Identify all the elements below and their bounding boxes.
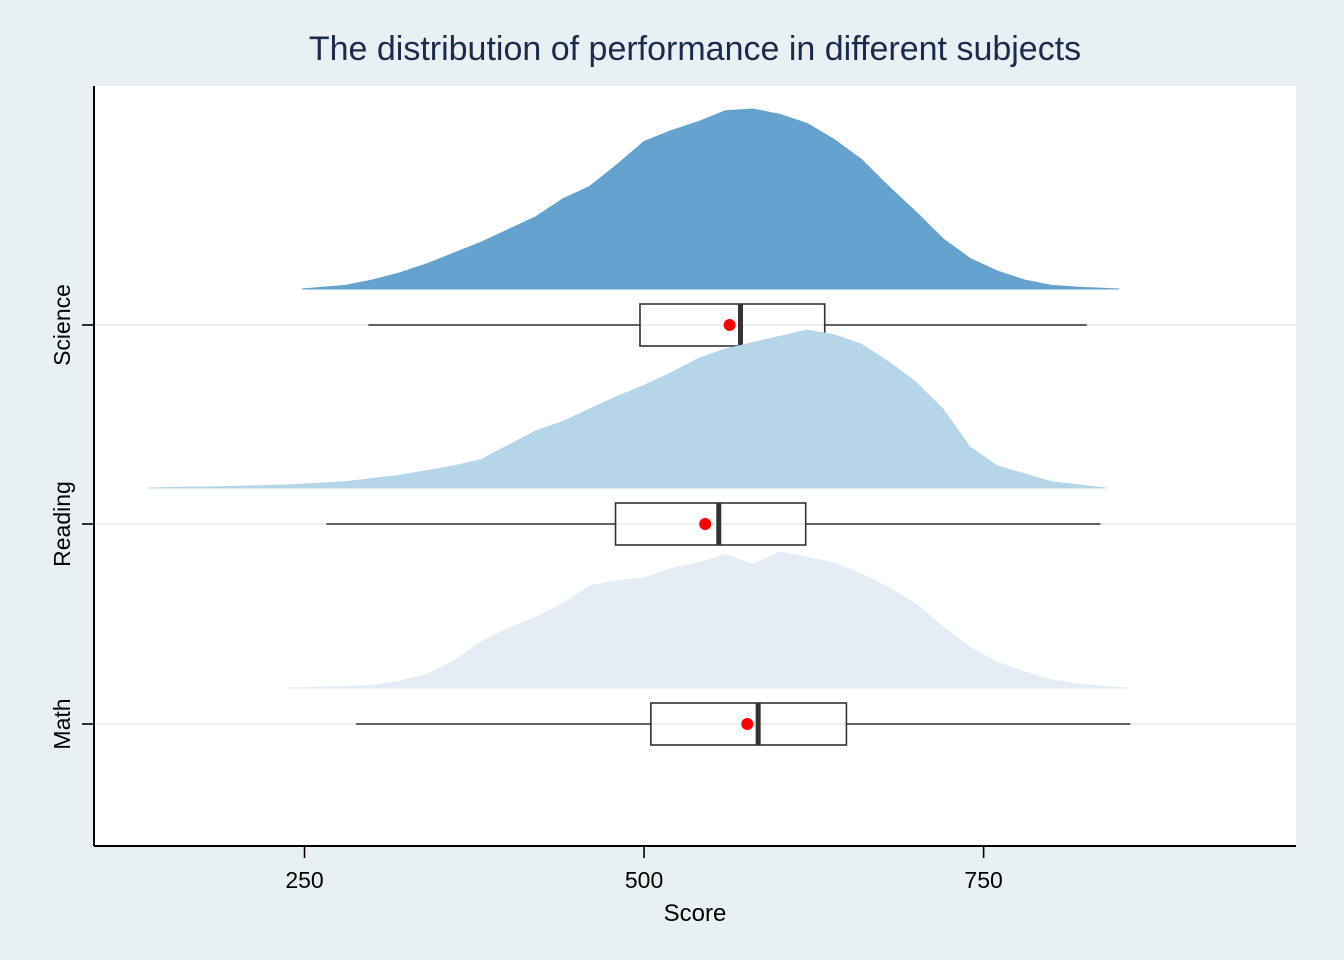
y-tick-label-math: Math [49,698,75,749]
chart-title: The distribution of performance in diffe… [309,30,1081,68]
y-tick-label-reading: Reading [49,481,75,567]
mean-point-reading [699,518,712,530]
axis-ticks: Math Reading Science 250 500 750 [49,284,1003,893]
y-tick-label-science: Science [49,284,75,366]
x-tick-label-750: 750 [964,867,1002,893]
density-reading [148,329,1106,489]
box-math [650,702,848,746]
mean-point-science [723,319,736,331]
box-reading [614,502,807,546]
mean-point-math [741,718,754,730]
series-math [285,551,1131,746]
x-axis-title: Score [664,900,727,927]
box-science [639,303,826,347]
density-science [301,108,1120,290]
series-reading [148,329,1106,546]
x-tick-label-250: 250 [285,867,323,893]
x-tick-label-500: 500 [625,867,663,893]
series-layer [148,108,1131,746]
density-math [285,551,1131,689]
series-science [301,108,1120,347]
